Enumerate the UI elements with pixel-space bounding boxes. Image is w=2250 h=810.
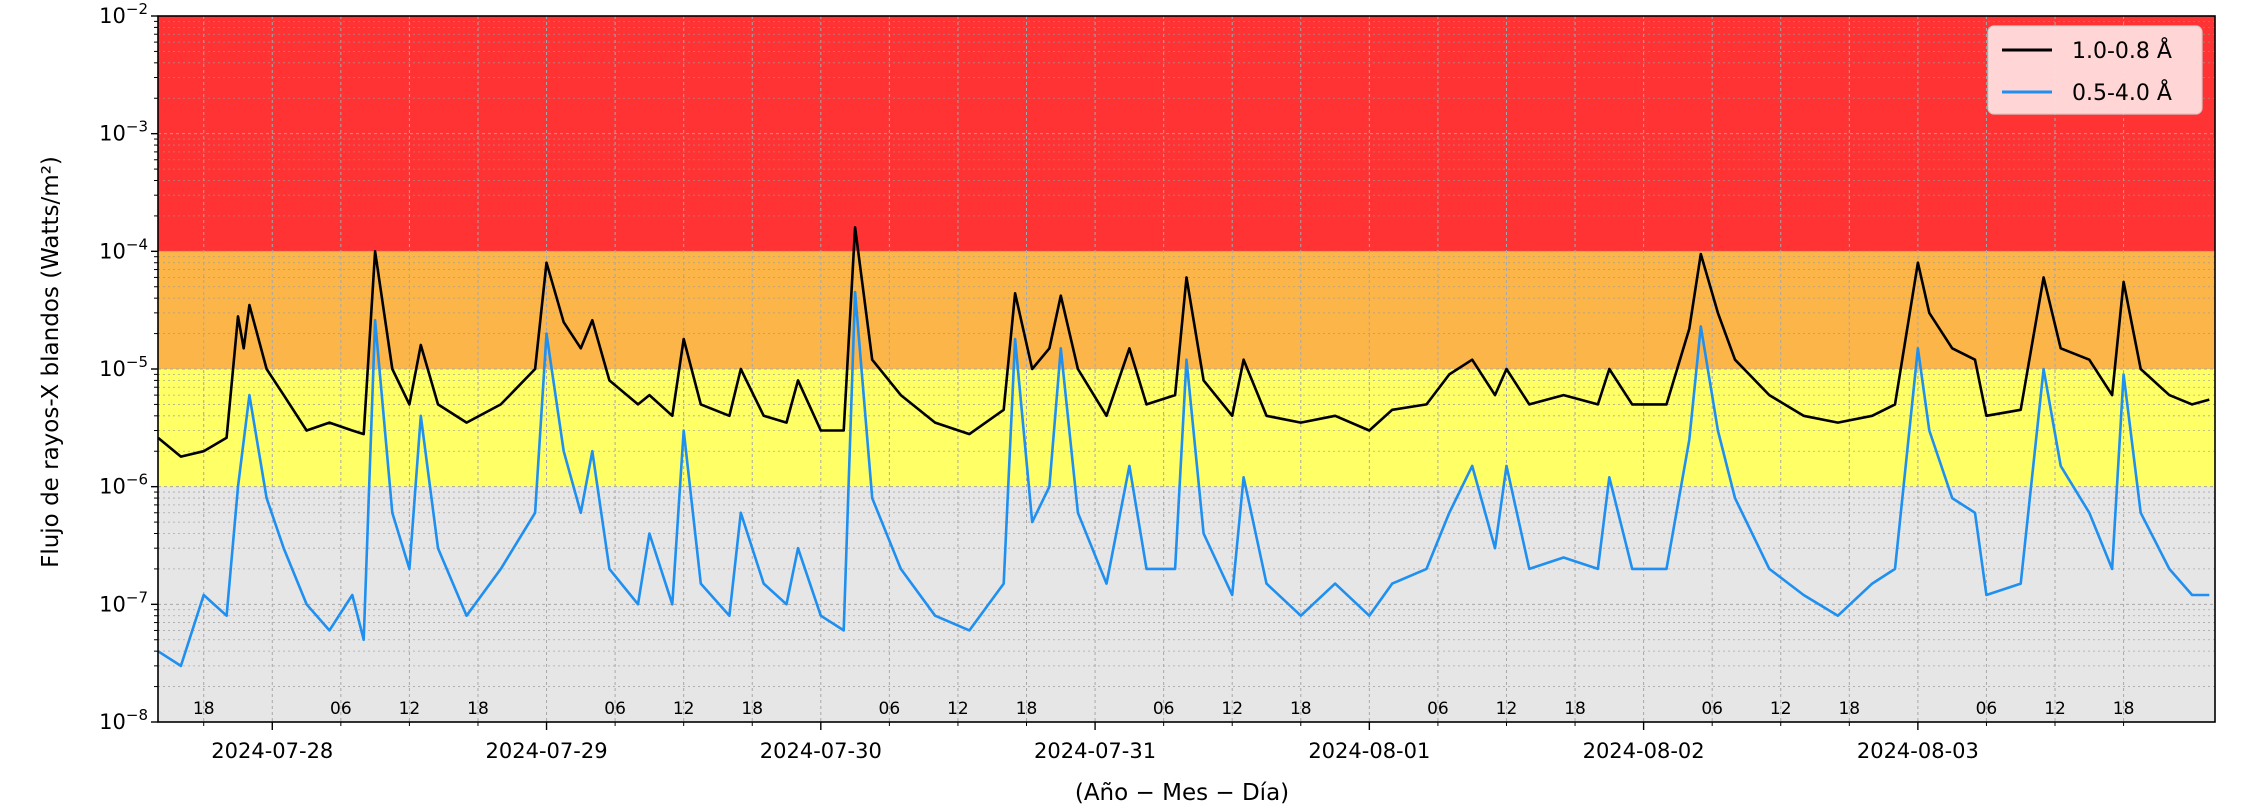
y-tick-label: 10−5 xyxy=(99,353,148,381)
y-tick-label: 10−3 xyxy=(99,118,148,146)
x-minor-tick-label: 12 xyxy=(1221,699,1243,719)
y-tick-label: 10−6 xyxy=(99,471,148,499)
x-tick-label: 2024-07-30 xyxy=(760,739,882,763)
x-minor-tick-label: 12 xyxy=(673,699,695,719)
x-tick-label: 2024-08-03 xyxy=(1857,739,1979,763)
x-tick-label: 2024-07-31 xyxy=(1034,739,1156,763)
x-minor-tick-label: 18 xyxy=(1838,699,1860,719)
flux-class-bands xyxy=(158,16,2215,722)
x-minor-tick-label: 12 xyxy=(1496,699,1518,719)
y-axis-label: Flujo de rayos-X blandos (Watts/m²) xyxy=(38,156,64,568)
flux-band-1 xyxy=(158,251,2215,369)
x-minor-tick-label: 18 xyxy=(467,699,489,719)
x-minor-tick-label: 06 xyxy=(1701,699,1723,719)
x-axis-label: (Año − Mes − Día) xyxy=(1075,780,1289,806)
x-axis: 2024-07-28 2024-07-29 2024-07-30 2024-07-31… xyxy=(203,722,2125,763)
x-minor-tick-label: 06 xyxy=(604,699,626,719)
x-minor-tick-label: 12 xyxy=(1770,699,1792,719)
y-tick-label: 10−7 xyxy=(99,588,148,616)
series-line-1 xyxy=(157,290,2210,668)
x-tick-label: 2024-07-29 xyxy=(486,739,608,763)
x-minor-tick-labels: 18 06 12 18 06 12 18 06 12 18 06 12 18 06 12 18 06 12 18 06… xyxy=(193,699,2135,719)
x-tick-label: 2024-08-01 xyxy=(1308,739,1430,763)
x-minor-tick-label: 18 xyxy=(193,699,215,719)
x-minor-tick-label: 06 xyxy=(879,699,901,719)
y-tick-label: 10−8 xyxy=(99,706,148,734)
x-minor-tick-label: 06 xyxy=(1153,699,1175,719)
x-minor-tick-label: 18 xyxy=(1564,699,1586,719)
series-line-0 xyxy=(157,226,2210,458)
flux-band-2 xyxy=(158,369,2215,487)
y-tick-label: 10−4 xyxy=(99,235,148,263)
x-tick-label: 2024-07-28 xyxy=(211,739,333,763)
legend-label-0.5-4.0: 0.5-4.0 Å xyxy=(2072,79,2172,106)
x-minor-tick-label: 18 xyxy=(741,699,763,719)
x-minor-tick-label: 06 xyxy=(1427,699,1449,719)
series-layer xyxy=(157,226,2210,668)
legend: 1.0-0.8 Å 0.5-4.0 Å xyxy=(1987,25,2203,115)
x-tick-label: 2024-08-02 xyxy=(1583,739,1705,763)
x-minor-tick-label: 18 xyxy=(1290,699,1312,719)
y-tick-label: 10−2 xyxy=(99,0,148,28)
x-minor-tick-label: 18 xyxy=(1016,699,1038,719)
y-axis: 10−8 10−7 10−6 10−5 10−4 10−3 10−2 xyxy=(99,0,158,734)
x-minor-tick-label: 12 xyxy=(947,699,969,719)
x-minor-tick-label: 12 xyxy=(2044,699,2066,719)
x-minor-tick-label: 12 xyxy=(399,699,421,719)
x-minor-tick-label: 18 xyxy=(2113,699,2135,719)
x-minor-tick-label: 06 xyxy=(330,699,352,719)
legend-label-1.0-0.8: 1.0-0.8 Å xyxy=(2072,37,2172,64)
x-minor-tick-label: 06 xyxy=(1976,699,1998,719)
